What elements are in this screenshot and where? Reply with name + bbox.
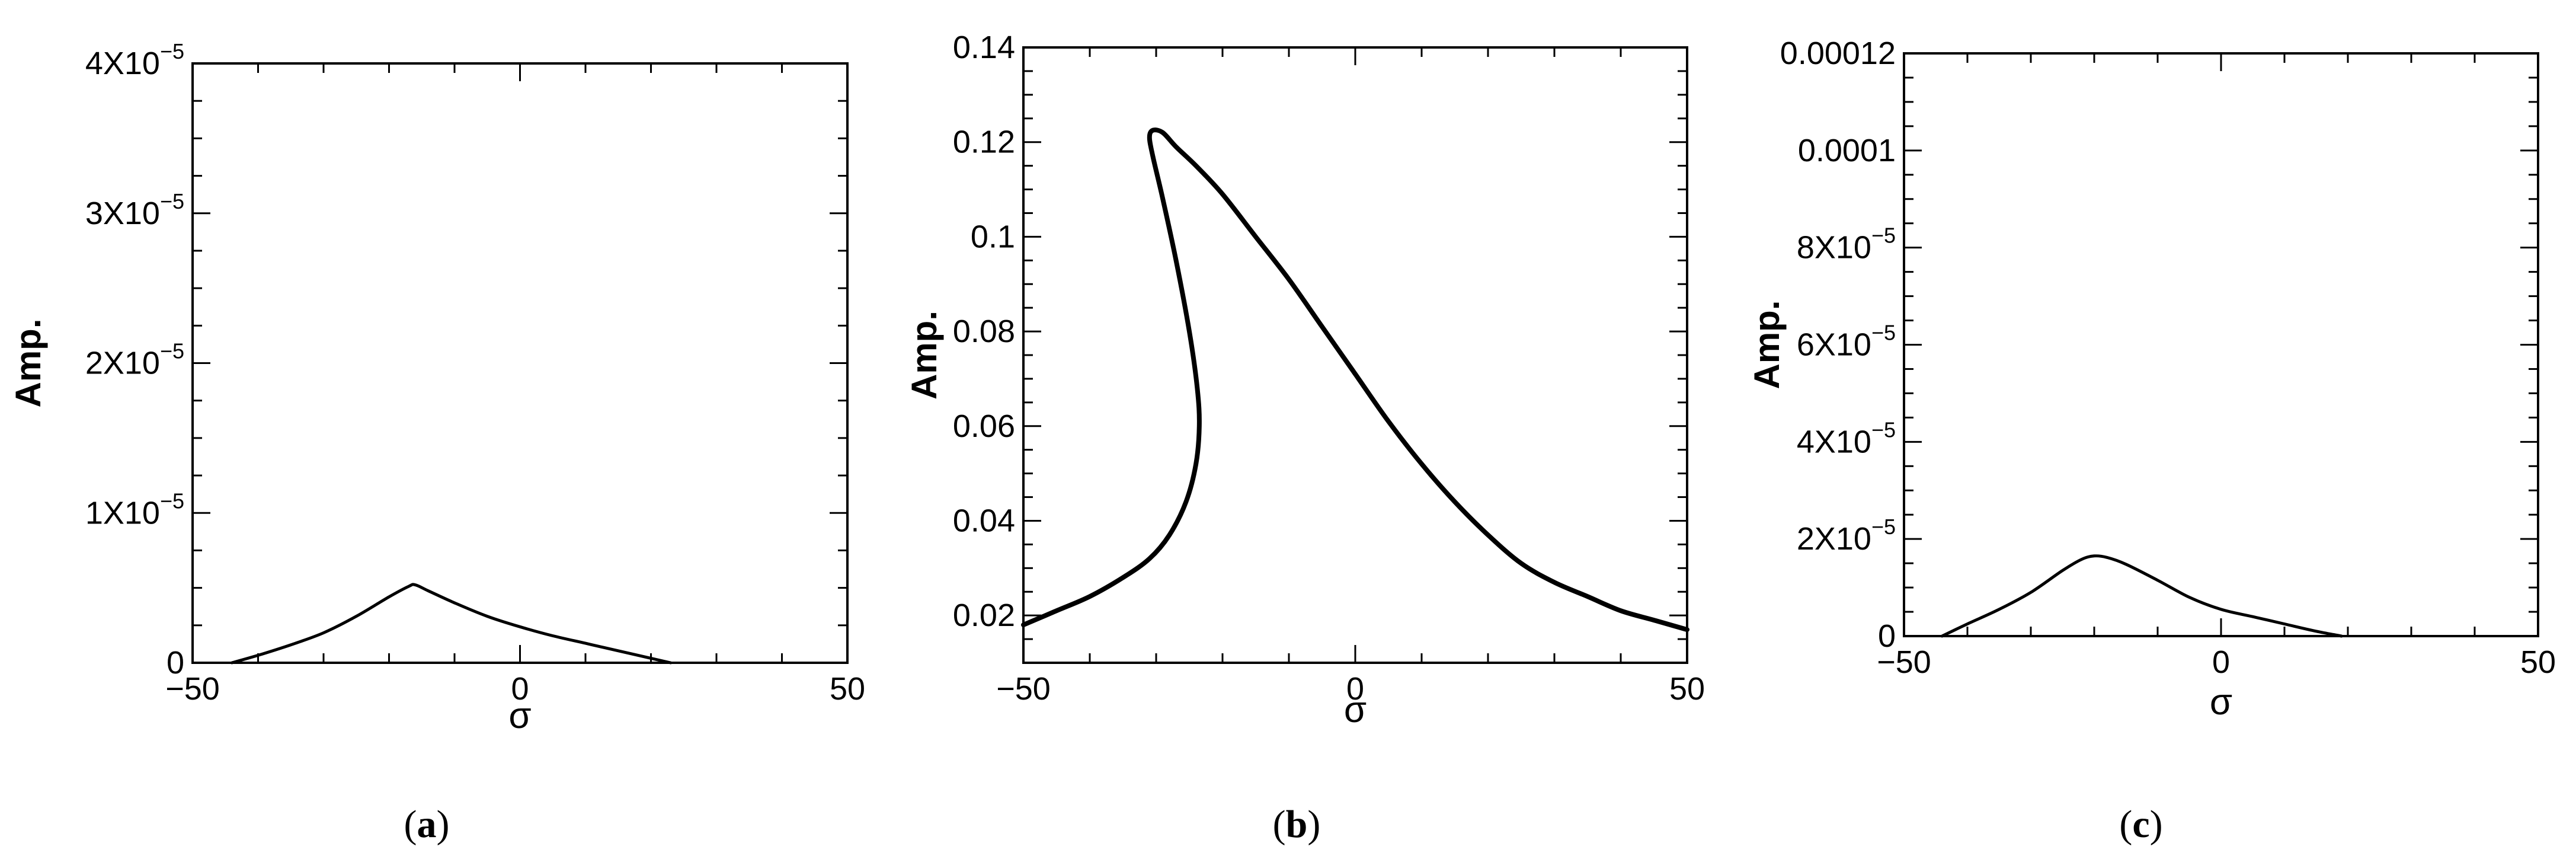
y-tick-label: 4X10−5 [85,39,184,81]
y-tick-label: 0.06 [953,408,1015,444]
y-tick-label: 1X10−5 [85,488,184,531]
y-tick-label: 0.12 [953,124,1015,160]
y-tick-label: 6X10−5 [1797,321,1896,363]
y-tick-label: 2X10−5 [1797,515,1896,557]
y-axis-title: Amp. [904,311,944,400]
y-tick-label: 0 [167,645,184,681]
plot-frame [1903,52,2539,637]
plot-frame [1022,46,1688,664]
chart-panel-c: −50 0 5002X10−54X10−56X10−58X10−50.00010.0… [1747,36,2556,846]
x-tick-label: −50 [165,671,220,707]
x-tick-label: 0 [2212,644,2230,680]
panel-caption-c: (c) [2119,803,2162,846]
y-tick-label: 8X10−5 [1797,223,1896,266]
y-tick-label: 3X10−5 [85,189,184,231]
series-line [230,583,673,665]
y-tick-label: 0.04 [953,503,1015,538]
x-tick-label: 50 [2520,644,2556,680]
x-tick-label: −50 [1877,644,1931,680]
y-tick-label: 4X10−5 [1797,417,1896,459]
plot-frame [191,62,849,664]
y-tick-label: 0.08 [953,314,1015,349]
chart-panel-b: −50 0 50 0.02 0.04 0.06 0.08 0.1 0.12 0.14 Amp. σ (b… [904,30,1705,846]
y-tick-label: 0.00012 [1780,36,1896,71]
y-tick-label: 0.02 [953,598,1015,633]
y-tick-label: 2X10−5 [85,339,184,381]
x-tick-label: 0 [511,671,529,707]
x-tick-label: 50 [1669,671,1705,707]
x-tick-label: −50 [996,671,1051,707]
x-axis-title: σ [2210,682,2232,723]
x-axis-title: σ [1344,689,1367,730]
panel-caption-a: (a) [404,803,450,846]
series-line [1021,127,1689,633]
y-tick-label: 0.0001 [1798,133,1896,168]
y-axis-title: Amp. [8,319,48,408]
y-tick-label: 0 [1878,618,1896,654]
y-tick-label: 0.14 [953,30,1015,65]
y-axis-title: Amp. [1747,301,1787,389]
y-tick-label: 0.1 [971,219,1015,254]
x-tick-label: 0 [1346,671,1364,707]
x-tick-label: 50 [830,671,865,707]
series-line [1940,554,2343,638]
x-axis-title: σ [508,695,531,736]
panel-caption-b: (b) [1273,803,1321,846]
